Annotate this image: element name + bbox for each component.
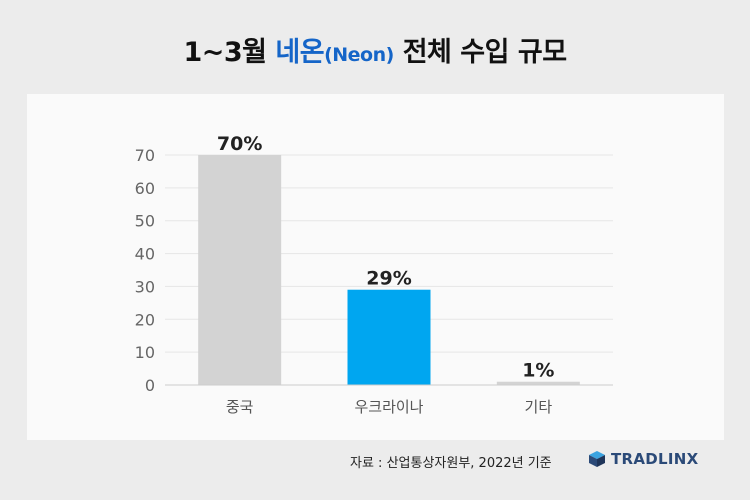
chart-title: 1~3월 네온(Neon) 전체 수입 규모	[0, 30, 750, 69]
y-tick-label: 40	[135, 245, 155, 264]
bar-3	[496, 381, 580, 385]
data-label: 29%	[366, 268, 411, 290]
tradlinx-logo-text: TRADLINX	[611, 450, 699, 468]
y-tick-label: 30	[135, 277, 155, 296]
source-note: 자료 : 산업통상자원부, 2022년 기준	[350, 456, 552, 471]
title-part-1: 1~3월	[183, 37, 276, 68]
data-label: 1%	[522, 360, 554, 382]
x-tick-label: 우크라이나	[354, 398, 423, 416]
y-axis-ticks: 0 10 20 30 40 50 60 70	[135, 146, 155, 395]
bar-1	[198, 155, 282, 385]
title-part-2: 네온	[275, 37, 325, 68]
title-part-3: (Neon)	[324, 44, 394, 66]
data-labels: 70% 29% 1%	[217, 133, 555, 382]
x-tick-label: 기타	[525, 398, 553, 416]
y-tick-label: 10	[135, 343, 155, 362]
tradlinx-logo-icon	[589, 451, 605, 467]
title-part-4: 전체 수입 규모	[393, 37, 567, 68]
y-tick-label: 70	[135, 146, 155, 165]
y-tick-label: 60	[135, 179, 155, 198]
y-tick-label: 20	[135, 310, 155, 329]
bar-2	[347, 289, 431, 385]
y-tick-label: 50	[135, 212, 155, 231]
x-axis-ticks: 중국 우크라이나 기타	[226, 398, 552, 416]
x-tick-label: 중국	[226, 398, 254, 416]
data-label: 70%	[217, 133, 262, 155]
y-tick-label: 0	[145, 376, 155, 395]
bars	[198, 155, 580, 385]
tradlinx-logo: TRADLINX	[588, 450, 699, 468]
